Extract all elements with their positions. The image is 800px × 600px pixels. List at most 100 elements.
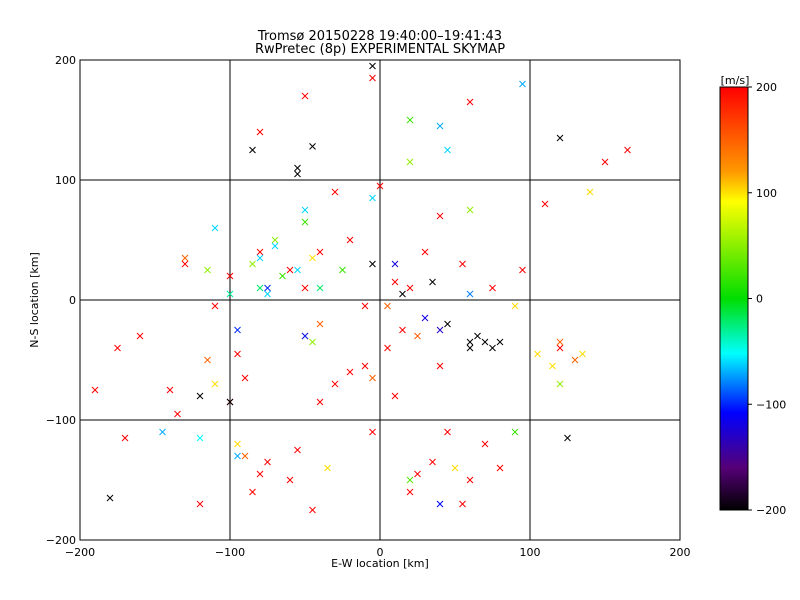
data-point-cross [466,338,474,346]
data-point-cross [624,146,631,154]
colorbar-tick-label: 100 [756,187,777,200]
data-point-cross [556,134,564,142]
data-point-cross [534,350,541,358]
data-point-cross [279,272,286,280]
data-point-cross [466,476,474,484]
data-point-cross [256,470,264,478]
data-point-cross [309,254,316,262]
x-tick-label: 200 [670,546,691,559]
data-point-cross [256,248,264,256]
data-point-cross [256,254,264,262]
data-point-cross [444,428,451,436]
data-point-cross [436,122,444,130]
data-point-cross [406,476,414,484]
data-point-cross [301,206,309,214]
y-axis-ticks: −200 −100 0 100 200 [46,54,76,547]
data-point-cross [436,362,444,370]
data-point-cross [196,392,204,400]
data-point-cross [511,302,519,310]
data-point-cross [429,458,436,466]
data-point-cross [481,440,489,448]
data-point-cross [264,458,271,466]
data-point-cross [339,266,346,274]
data-point-cross [384,302,391,310]
data-point-cross [346,236,354,244]
data-point-cross [309,338,316,346]
data-point-cross [436,212,444,220]
data-point-cross [166,386,174,394]
colorbar-tick-label: 0 [756,293,763,306]
data-point-cross [369,194,376,202]
data-point-cross [181,260,189,268]
data-point-cross [204,356,211,364]
data-point-cross [429,278,436,286]
data-point-cross [331,380,339,388]
y-axis-label: N-S location [km] [28,252,41,348]
data-point-cross [324,464,331,472]
chart-subtitle: RwPretec (8p) EXPERIMENTAL SKYMAP [255,42,505,57]
data-point-cross [414,470,421,478]
grid-lines [80,60,680,540]
data-point-cross [249,260,256,268]
data-point-cross [444,320,451,328]
data-point-cross [196,500,204,508]
data-point-cross [556,380,564,388]
colorbar-tick-label: −200 [756,504,786,517]
data-point-cross [301,92,309,100]
data-point-cross [391,278,399,286]
y-tick-label: −100 [46,414,76,427]
data-point-cross [301,332,309,340]
x-tick-label: 0 [377,546,384,559]
data-point-cross [586,188,594,196]
data-point-cross [286,476,294,484]
y-tick-label: 200 [55,54,76,67]
data-point-cross [384,344,391,352]
data-point-cross [459,260,466,268]
data-point-cross [294,266,301,274]
data-point-cross [196,434,204,442]
data-point-cross [249,488,256,496]
data-point-cross [399,290,406,298]
data-point-cross [369,74,376,82]
x-axis-label: E-W location [km] [331,557,429,570]
data-point-cross [421,314,429,322]
data-point-cross [249,146,256,154]
data-point-cross [466,344,474,352]
y-tick-label: −200 [46,534,76,547]
data-point-cross [106,494,114,502]
data-point-cross [241,452,249,460]
data-point-cross [301,218,309,226]
data-point-cross [234,350,241,358]
data-point-cross [211,224,219,232]
data-point-cross [466,290,474,298]
data-point-cross [406,116,414,124]
data-point-cross [414,332,421,340]
data-point-cross [136,332,144,340]
data-point-cross [121,434,129,442]
data-point-cross [406,158,414,166]
data-point-cross [519,266,526,274]
data-point-cross [556,338,564,346]
y-tick-label: 0 [69,294,76,307]
data-point-cross [309,506,316,514]
x-axis-ticks: −200 −100 0 100 200 [65,546,691,559]
data-point-cross [301,284,309,292]
data-point-cross [489,284,496,292]
data-point-cross [316,320,324,328]
data-point-cross [361,362,369,370]
data-point-cross [211,380,219,388]
data-point-cross [226,290,234,298]
data-point-cross [264,290,271,298]
data-point-cross [271,242,279,250]
data-point-cross [466,206,474,214]
colorbar-ticks: 200 100 0 −100 −200 [748,81,786,517]
data-point-cross [234,326,241,334]
y-tick-label: 100 [55,174,76,187]
data-point-cross [264,284,271,292]
data-point-cross [369,260,376,268]
data-point-cross [316,398,324,406]
data-point-cross [369,428,376,436]
data-point-cross [496,338,504,346]
data-point-cross [204,266,211,274]
